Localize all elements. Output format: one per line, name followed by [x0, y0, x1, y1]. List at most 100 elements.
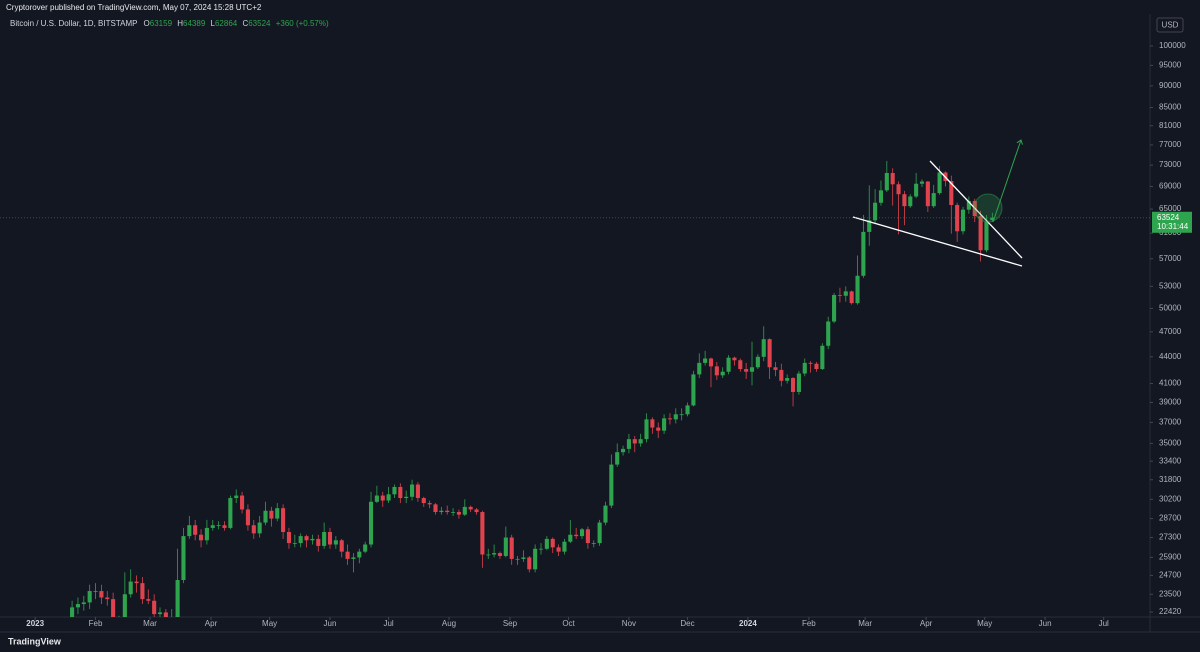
y-tick-label: 65000: [1159, 204, 1182, 213]
candle-body: [204, 527, 209, 541]
candle-body: [474, 509, 479, 513]
candle-body: [855, 275, 860, 304]
candle-body: [275, 508, 280, 519]
x-tick-label: May: [977, 619, 992, 628]
x-tick-label: Feb: [802, 619, 816, 628]
y-tick-label: 81000: [1159, 121, 1182, 130]
candle-body: [615, 452, 620, 465]
y-tick-label: 69000: [1159, 182, 1182, 191]
candle-body: [919, 181, 925, 184]
candle-body: [679, 414, 684, 416]
candle-body: [732, 357, 737, 361]
candle-body: [70, 607, 75, 617]
candle-body: [140, 583, 145, 600]
y-tick-label: 41000: [1159, 379, 1182, 388]
candle-body: [298, 536, 303, 544]
candle-body: [304, 536, 309, 541]
candle-body: [773, 367, 778, 370]
candle-body: [415, 484, 420, 499]
candle-body: [216, 525, 221, 527]
candle-body: [884, 172, 889, 191]
candle-body: [486, 554, 491, 556]
candle-body: [808, 362, 813, 364]
candle-body: [339, 540, 344, 552]
y-tick-label: 37000: [1159, 418, 1182, 427]
change: +360 (+0.57%): [276, 19, 329, 28]
candle-body: [310, 538, 315, 541]
candles: [70, 161, 995, 617]
y-tick-label: 50000: [1159, 304, 1182, 313]
candle-body: [673, 414, 678, 420]
candle-body: [93, 591, 98, 592]
candle-body: [81, 602, 86, 605]
candle-body: [152, 600, 157, 615]
candle-body: [445, 510, 450, 513]
candle-body: [790, 378, 796, 392]
y-tick-label: 27300: [1159, 533, 1182, 542]
currency-box[interactable]: [1156, 17, 1184, 33]
brand: TradingView: [8, 636, 62, 646]
ohlc-value: 64389: [183, 19, 206, 28]
candle-body: [538, 548, 544, 550]
candle-body: [157, 612, 163, 615]
candle-body: [351, 557, 356, 559]
candle-body: [251, 525, 256, 534]
trendline-lower: [852, 216, 1023, 267]
candle-body: [767, 339, 772, 368]
candle-body: [333, 540, 338, 545]
ohlc-value: 63524: [248, 19, 271, 28]
y-tick-label: 77000: [1159, 140, 1182, 149]
y-tick-label: 100000: [1159, 41, 1186, 50]
candle-body: [544, 538, 549, 549]
x-tick-label: Jun: [324, 619, 337, 628]
candle-body: [357, 551, 362, 558]
candle-body: [761, 339, 766, 357]
trendline-upper: [929, 160, 1023, 259]
candle-body: [931, 193, 936, 207]
y-tick-label: 33400: [1159, 456, 1182, 465]
candle-body: [738, 360, 743, 370]
y-tick-label: 25900: [1159, 553, 1182, 562]
candle-body: [292, 543, 297, 544]
candle-body: [849, 291, 854, 304]
candle-body: [509, 537, 514, 559]
candle-body: [603, 505, 608, 523]
candle-body: [222, 525, 227, 528]
symbol: Bitcoin / U.S. Dollar, 1D, BITSTAMP: [10, 19, 137, 28]
x-tick-label: Nov: [622, 619, 636, 628]
candle-body: [703, 358, 708, 363]
currency[interactable]: USD: [1162, 21, 1179, 30]
candle-body: [744, 369, 749, 372]
candle-body: [796, 373, 801, 392]
y-tick-label: 47000: [1159, 327, 1182, 336]
x-tick-label: Mar: [143, 619, 157, 628]
candle-body: [234, 495, 239, 499]
candle-body: [685, 405, 690, 415]
candle-body: [908, 196, 913, 207]
candle-body: [984, 221, 989, 251]
candle-body: [914, 183, 919, 197]
candle-body: [697, 362, 702, 375]
candle-body: [785, 378, 790, 381]
candle-body: [867, 220, 872, 232]
candle-body: [574, 534, 579, 537]
candle-body: [814, 363, 819, 370]
candle-body: [163, 612, 168, 617]
candle-body: [468, 506, 473, 510]
candle-body: [609, 464, 614, 506]
target-arrow: [992, 140, 1021, 223]
candle-body: [843, 291, 848, 296]
candle-body: [726, 357, 731, 372]
candle-body: [990, 217, 995, 220]
candle-body: [87, 591, 92, 603]
candle-body: [826, 321, 831, 346]
candle-body: [327, 532, 333, 545]
candle-body: [198, 534, 204, 541]
legend-header: Bitcoin / U.S. Dollar, 1D, BITSTAMP O631…: [10, 19, 329, 28]
candle-body: [105, 597, 110, 600]
x-tick-label: Apr: [205, 619, 218, 628]
candle-body: [662, 418, 667, 431]
candle-body: [515, 558, 520, 560]
candle-body: [240, 495, 245, 510]
